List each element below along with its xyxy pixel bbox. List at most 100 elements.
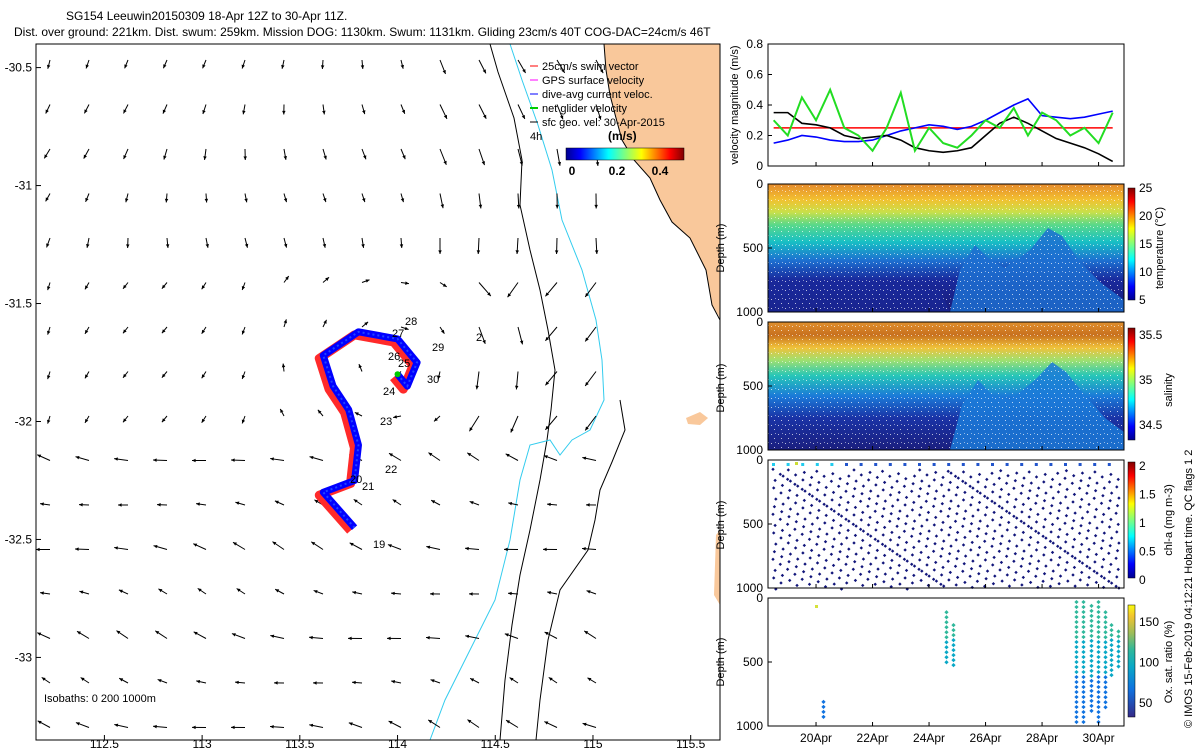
speed-colorbar <box>565 147 685 161</box>
chla-sample <box>779 581 783 585</box>
legend-gps: GPS surface velocity <box>542 75 645 87</box>
chla-sample <box>1004 554 1009 558</box>
chla-sample <box>880 542 885 546</box>
chla-sample <box>882 525 887 530</box>
geo-vector-head <box>80 677 85 681</box>
oxygen-sample <box>821 714 826 720</box>
chla-surface-sample <box>830 463 834 466</box>
chla-sample <box>1073 584 1077 588</box>
chla-sample <box>898 509 902 513</box>
chla-sample <box>1116 567 1120 572</box>
chla-sample <box>1012 578 1017 582</box>
chla-sample <box>948 570 953 575</box>
geo-vector-head <box>233 542 237 546</box>
chla-surface-sample <box>976 463 980 466</box>
geo-vector-head <box>126 244 130 248</box>
chla-sample <box>824 513 828 518</box>
chla-cbar-tick: 0.5 <box>1139 545 1156 559</box>
chla-sample <box>788 552 793 556</box>
chla-sample <box>991 537 996 541</box>
chla-sample <box>839 568 843 573</box>
geo-vector-head <box>36 547 40 552</box>
chla-sample <box>1007 565 1011 570</box>
chla-sample <box>859 546 864 550</box>
geo-vector-head <box>582 456 587 460</box>
chla-sample <box>992 555 996 560</box>
day-label: 19 <box>373 539 385 551</box>
geo-vector-head <box>430 679 435 683</box>
chla-sample <box>778 562 782 566</box>
chla-sample <box>861 557 866 561</box>
oxygen-panel: Depth (m) Ox. sat. ratio (%) <box>715 597 1175 727</box>
chla-sample <box>897 563 901 568</box>
chla-sample <box>942 494 946 498</box>
chla-sample <box>924 499 928 503</box>
geo-vector-head <box>275 589 280 593</box>
chla-sample <box>983 494 987 498</box>
geo-vector-head <box>545 381 550 386</box>
oxygen-sample <box>1096 684 1101 690</box>
chla-surface-sample <box>961 463 965 466</box>
oxygen-sample <box>1081 639 1086 645</box>
geo-vector-head <box>514 385 519 390</box>
chla-sample <box>934 489 939 493</box>
chla-sample <box>990 499 994 503</box>
salinity-ytick-label: 500 <box>743 379 763 393</box>
chla-sample <box>771 557 775 561</box>
chla-sample <box>940 547 945 551</box>
chla-sample <box>912 573 916 578</box>
geo-vector-head <box>123 329 127 334</box>
map-title-line2: Dist. over ground: 221km. Dist. swum: 25… <box>14 25 711 39</box>
chla-sample <box>963 509 968 513</box>
geo-vector-head <box>163 155 167 160</box>
chla-sample <box>1058 527 1062 532</box>
chla-sample <box>778 472 782 476</box>
chla-sample <box>991 518 995 522</box>
oxygen-sample <box>1103 700 1108 705</box>
chla-sample <box>815 516 820 520</box>
colorbar-unit: (m/s) <box>608 129 637 143</box>
chla-sample <box>1099 546 1104 550</box>
chla-sample <box>816 580 820 584</box>
oxygen-sample <box>1096 694 1101 700</box>
geo-vector-head <box>231 725 235 730</box>
geo-vector-head <box>203 156 207 160</box>
chla-sample <box>931 577 936 581</box>
geo-vector-head <box>487 292 491 297</box>
chla-sample <box>853 560 857 564</box>
chla-sample <box>1041 534 1045 538</box>
geo-vector-head <box>585 337 589 342</box>
geo-vector-head <box>45 197 49 202</box>
oxygen-cbar-tick: 150 <box>1139 615 1159 629</box>
oxygen-sample <box>944 615 949 620</box>
chla-cbar-label: chl-a (mg m-3) <box>1163 484 1175 556</box>
geo-vector-head <box>161 329 166 334</box>
geo-vector-head <box>482 69 486 74</box>
geo-vector-head <box>161 284 166 289</box>
geo-vector-head <box>557 161 562 166</box>
chla-sample <box>858 572 863 576</box>
oxygen-sample <box>1103 640 1108 645</box>
chla-sample <box>883 499 888 503</box>
chla-cbar-tick: 1 <box>1139 516 1146 530</box>
geo-vector-head <box>438 250 442 254</box>
chla-sample <box>869 534 873 538</box>
chla-sample <box>772 576 776 580</box>
chla-sample <box>927 484 931 488</box>
geo-vector-head <box>476 250 481 254</box>
panel-xtick-label: 26Apr <box>970 731 1002 745</box>
chla-sample <box>1116 477 1120 482</box>
geo-vector-head <box>44 154 48 159</box>
chla-sample <box>851 494 855 498</box>
chla-sample <box>1070 481 1074 485</box>
geo-vector-head <box>360 65 365 69</box>
chla-sample <box>1048 539 1053 543</box>
geo-vector-head <box>547 502 551 507</box>
chla-sample <box>831 545 835 549</box>
chla-sample <box>832 509 836 513</box>
chla-sample <box>851 522 855 526</box>
chla-sample <box>837 576 842 580</box>
chla-surface-sample <box>991 463 994 466</box>
geo-vector-head <box>124 64 128 69</box>
chla-sample <box>801 551 805 555</box>
